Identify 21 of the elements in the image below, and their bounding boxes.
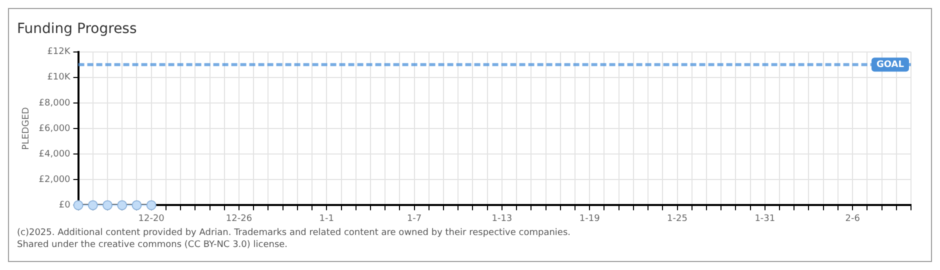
text: Shared under the creative commons (CC BY-NC 3.0) license.	[17, 239, 289, 251]
y-tick-label: £8,000	[38, 98, 71, 108]
x-tick-label: 1-7	[406, 214, 422, 224]
y-tick-label: £0	[58, 200, 71, 211]
x-tick-label: 12-26	[226, 214, 252, 224]
x-tick-label: 1-13	[492, 214, 512, 224]
x-tick-label: 1-19	[579, 214, 600, 224]
x-tick-label: 1-25	[667, 214, 688, 224]
ref-line-label: GOAL	[876, 60, 904, 70]
x-tick-label: 12-20	[138, 214, 165, 224]
y-tick-label: £12K	[47, 47, 72, 58]
x-tick-label: 2-6	[845, 214, 860, 224]
text: (c)2025. Additional content provided by Adrian. Trademarks and related content are owned by their respective companies.	[17, 227, 572, 239]
x-tick-label: 1-31	[754, 214, 776, 224]
chart-title: Funding Progress	[17, 21, 137, 38]
x-tick-label: 1-1	[319, 214, 334, 224]
y-tick-label: £10K	[47, 72, 72, 83]
y-axis-title: PLEDGED	[22, 107, 32, 150]
y-tick-label: £2,000	[38, 174, 71, 185]
y-tick-label: £6,000	[38, 124, 71, 134]
y-tick-label: £4,000	[38, 149, 71, 160]
